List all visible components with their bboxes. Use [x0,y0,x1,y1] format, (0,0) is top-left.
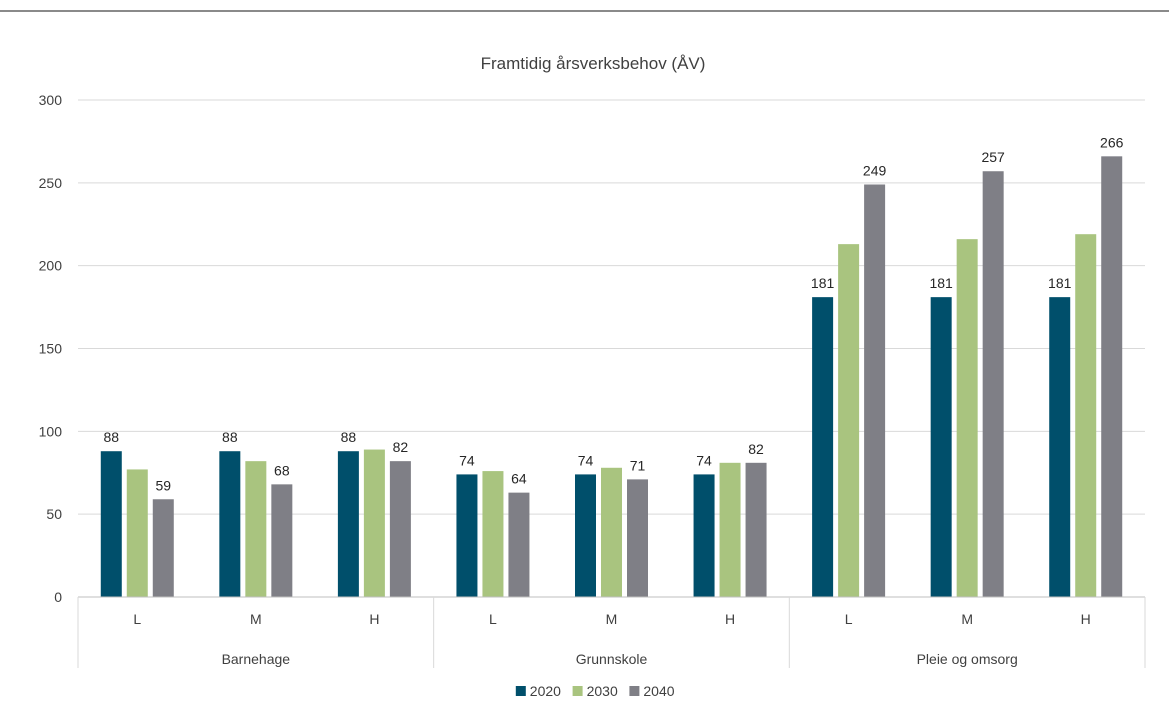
y-tick-label: 200 [39,258,63,274]
bar-2020-5 [693,474,715,597]
bar-2040-3 [508,492,530,597]
x-group-label: Grunnskole [576,651,648,667]
x-axis: L M H L M H L M H Barnehage Grunnskole Pleie og oms… [77,596,1146,668]
bar-2040-2 [389,461,411,597]
bar-2030-0 [126,469,148,597]
x-tick-label: M [606,611,618,627]
y-tick-label: 50 [46,506,62,522]
bar-2040-6 [864,184,886,598]
bar-2020-1 [219,451,241,597]
data-label: 59 [155,477,171,493]
y-tick-label: 100 [39,423,63,439]
x-group-label: Barnehage [222,651,291,667]
bar-2020-8 [1049,297,1071,597]
y-tick-label: 300 [39,92,63,108]
bar-2040-4 [627,479,648,597]
data-label: 88 [341,429,357,445]
bar-2020-7 [930,297,952,597]
x-group-label: Pleie og omsorg [917,651,1018,667]
data-label: 249 [863,162,887,178]
data-label: 71 [630,457,646,473]
bar-2020-3 [456,474,478,597]
bar-2020-0 [100,451,122,597]
top-rule [0,10,1169,12]
bar-2030-7 [956,239,978,597]
chart-title: Framtidig årsverksbehov (ÅV) [481,54,706,73]
data-label: 82 [748,441,764,457]
bars [100,156,1123,598]
data-label: 74 [459,452,475,468]
y-tick-label: 250 [39,175,63,191]
x-tick-label: L [133,611,141,627]
bar-2040-5 [745,462,767,597]
legend-swatch-2020 [515,686,526,696]
data-label: 88 [103,429,119,445]
data-label: 64 [511,471,527,487]
data-label: 68 [274,462,290,478]
x-tick-label: M [961,611,973,627]
data-label: 181 [1048,275,1072,291]
x-tick-label: L [845,611,853,627]
legend: 2020 2030 2040 [515,683,675,699]
data-label: 82 [393,439,409,455]
legend-label: 2020 [530,683,561,699]
bar-2040-0 [152,499,174,597]
x-tick-label: H [1081,611,1091,627]
bar-2030-8 [1075,234,1097,597]
x-tick-label: H [725,611,735,627]
x-tick-label: M [250,611,262,627]
bar-2030-1 [245,461,267,597]
bar-2020-4 [575,474,596,597]
bar-2030-4 [601,467,622,597]
data-label: 257 [981,149,1005,165]
data-label: 266 [1100,134,1124,150]
data-label: 74 [696,452,712,468]
legend-swatch-2030 [572,686,583,696]
data-label: 74 [578,452,594,468]
data-labels: 88 88 88 74 74 74 181 181 181 59 68 82 64 71 82 249 257 2… [103,134,1123,493]
bar-2020-2 [337,451,359,597]
data-label: 181 [811,275,835,291]
bar-2020-6 [812,297,834,597]
data-label: 181 [929,275,953,291]
data-label: 88 [222,429,238,445]
x-tick-label: H [369,611,379,627]
bar-2030-3 [482,471,504,597]
bar-2040-1 [271,484,293,597]
y-tick-label: 150 [39,341,63,357]
legend-label: 2040 [643,683,674,699]
bar-2040-7 [982,171,1004,597]
x-tick-label: L [489,611,497,627]
legend-swatch-2040 [629,686,640,696]
legend-label: 2030 [587,683,618,699]
bar-2030-5 [719,462,741,597]
y-tick-label: 0 [54,589,62,605]
bar-2030-2 [363,449,385,597]
bar-2030-6 [838,244,860,597]
bar-2040-8 [1101,156,1123,597]
